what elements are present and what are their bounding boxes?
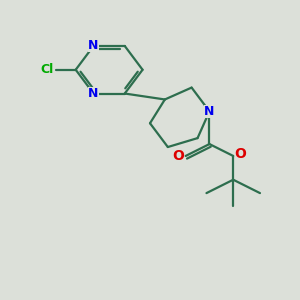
Text: O: O <box>172 149 184 163</box>
Text: O: O <box>235 148 247 161</box>
Text: N: N <box>88 40 99 52</box>
Text: N: N <box>88 87 99 100</box>
Text: N: N <box>204 105 214 118</box>
Text: Cl: Cl <box>41 63 54 76</box>
